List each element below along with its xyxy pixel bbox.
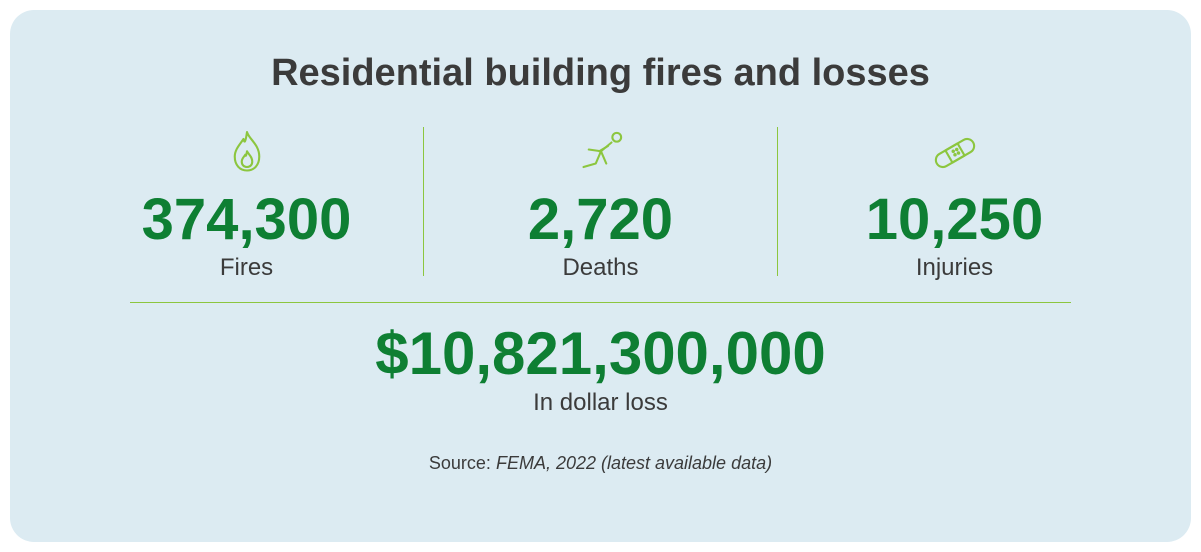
source-citation: FEMA, 2022 (latest available data) <box>496 453 772 473</box>
infographic-card: Residential building fires and losses 37… <box>10 10 1191 542</box>
stat-deaths: 2,720 Deaths <box>424 123 777 282</box>
source-line: Source: FEMA, 2022 (latest available dat… <box>70 453 1131 474</box>
page-title: Residential building fires and losses <box>70 52 1131 95</box>
source-prefix: Source: <box>429 453 491 473</box>
person-falling-icon <box>573 123 629 183</box>
stat-injuries: 10,250 Injuries <box>778 123 1131 282</box>
horizontal-divider <box>130 302 1071 303</box>
stat-injuries-value: 10,250 <box>866 187 1043 254</box>
bandage-icon <box>927 123 983 183</box>
stat-deaths-label: Deaths <box>562 254 638 282</box>
stat-fires-value: 374,300 <box>142 187 352 254</box>
stat-fires-label: Fires <box>220 254 273 282</box>
dollar-loss-value: $10,821,300,000 <box>70 321 1131 387</box>
dollar-loss-label: In dollar loss <box>70 389 1131 417</box>
stat-deaths-value: 2,720 <box>528 187 673 254</box>
stat-fires: 374,300 Fires <box>70 123 423 282</box>
stats-row: 374,300 Fires 2,720 Deaths <box>70 123 1131 282</box>
flame-icon <box>219 123 275 183</box>
stat-injuries-label: Injuries <box>916 254 993 282</box>
